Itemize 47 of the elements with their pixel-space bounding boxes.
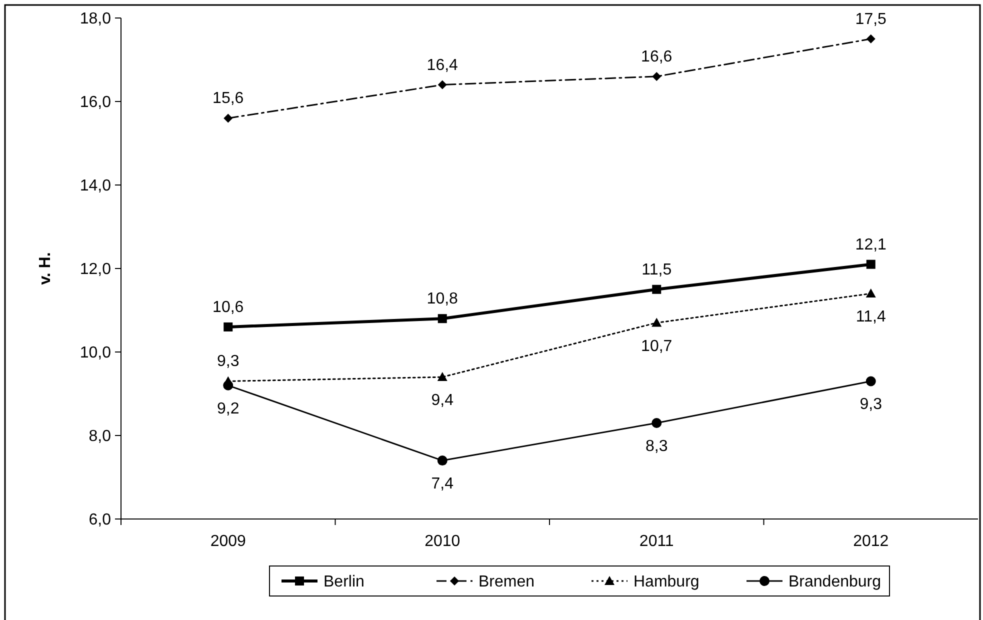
point: [866, 288, 876, 298]
point: [437, 372, 448, 382]
y-tick-label: 6,0: [88, 512, 112, 529]
data-label: 11,4: [856, 308, 886, 326]
data-label: 9,2: [217, 400, 240, 418]
point: [437, 456, 448, 466]
data-label: 16,4: [426, 56, 458, 74]
data-label: 10,7: [641, 338, 672, 355]
legend-label: Hamburg: [634, 574, 700, 591]
y-tick-label: 16,0: [80, 94, 112, 112]
data-label: 11,5: [642, 261, 672, 278]
point: [438, 314, 447, 324]
point: [438, 80, 447, 90]
data-label: 16,6: [641, 48, 672, 66]
y-tick-label: 12,0: [80, 261, 112, 278]
point: [223, 380, 234, 390]
point: [224, 322, 233, 332]
data-label: 10,6: [212, 298, 244, 316]
data-label: 10,8: [426, 290, 458, 308]
point: [866, 34, 876, 44]
y-tick-label: 10,0: [80, 344, 112, 362]
y-tick-label: 14,0: [80, 178, 112, 195]
point: [224, 114, 233, 123]
y-tick-label: 18,0: [80, 10, 112, 28]
legend-label: Brandenburg: [788, 574, 882, 591]
point: [652, 418, 662, 428]
data-label: 9,3: [860, 396, 882, 414]
point: [652, 72, 662, 81]
x-tick-label: 2009: [210, 533, 246, 550]
legend-label: Bremen: [478, 574, 535, 591]
data-label: 9,3: [217, 353, 240, 370]
data-label: 15,6: [212, 90, 244, 108]
point: [652, 284, 662, 294]
y-tick-label: 8,0: [88, 428, 112, 446]
y-axis-title: v. H.: [37, 252, 54, 285]
point: [866, 260, 876, 269]
legend-label: Berlin: [324, 574, 364, 591]
data-label: 17,5: [855, 10, 887, 28]
data-label: 12,1: [855, 236, 887, 254]
point: [866, 376, 876, 386]
point: [652, 318, 662, 327]
x-tick-label: 2012: [853, 533, 889, 550]
x-tick-label: 2010: [424, 533, 460, 550]
x-tick-label: 2011: [639, 533, 674, 550]
data-label: 9,4: [431, 392, 454, 410]
data-label: 7,4: [431, 476, 454, 493]
data-label: 8,3: [646, 438, 668, 455]
